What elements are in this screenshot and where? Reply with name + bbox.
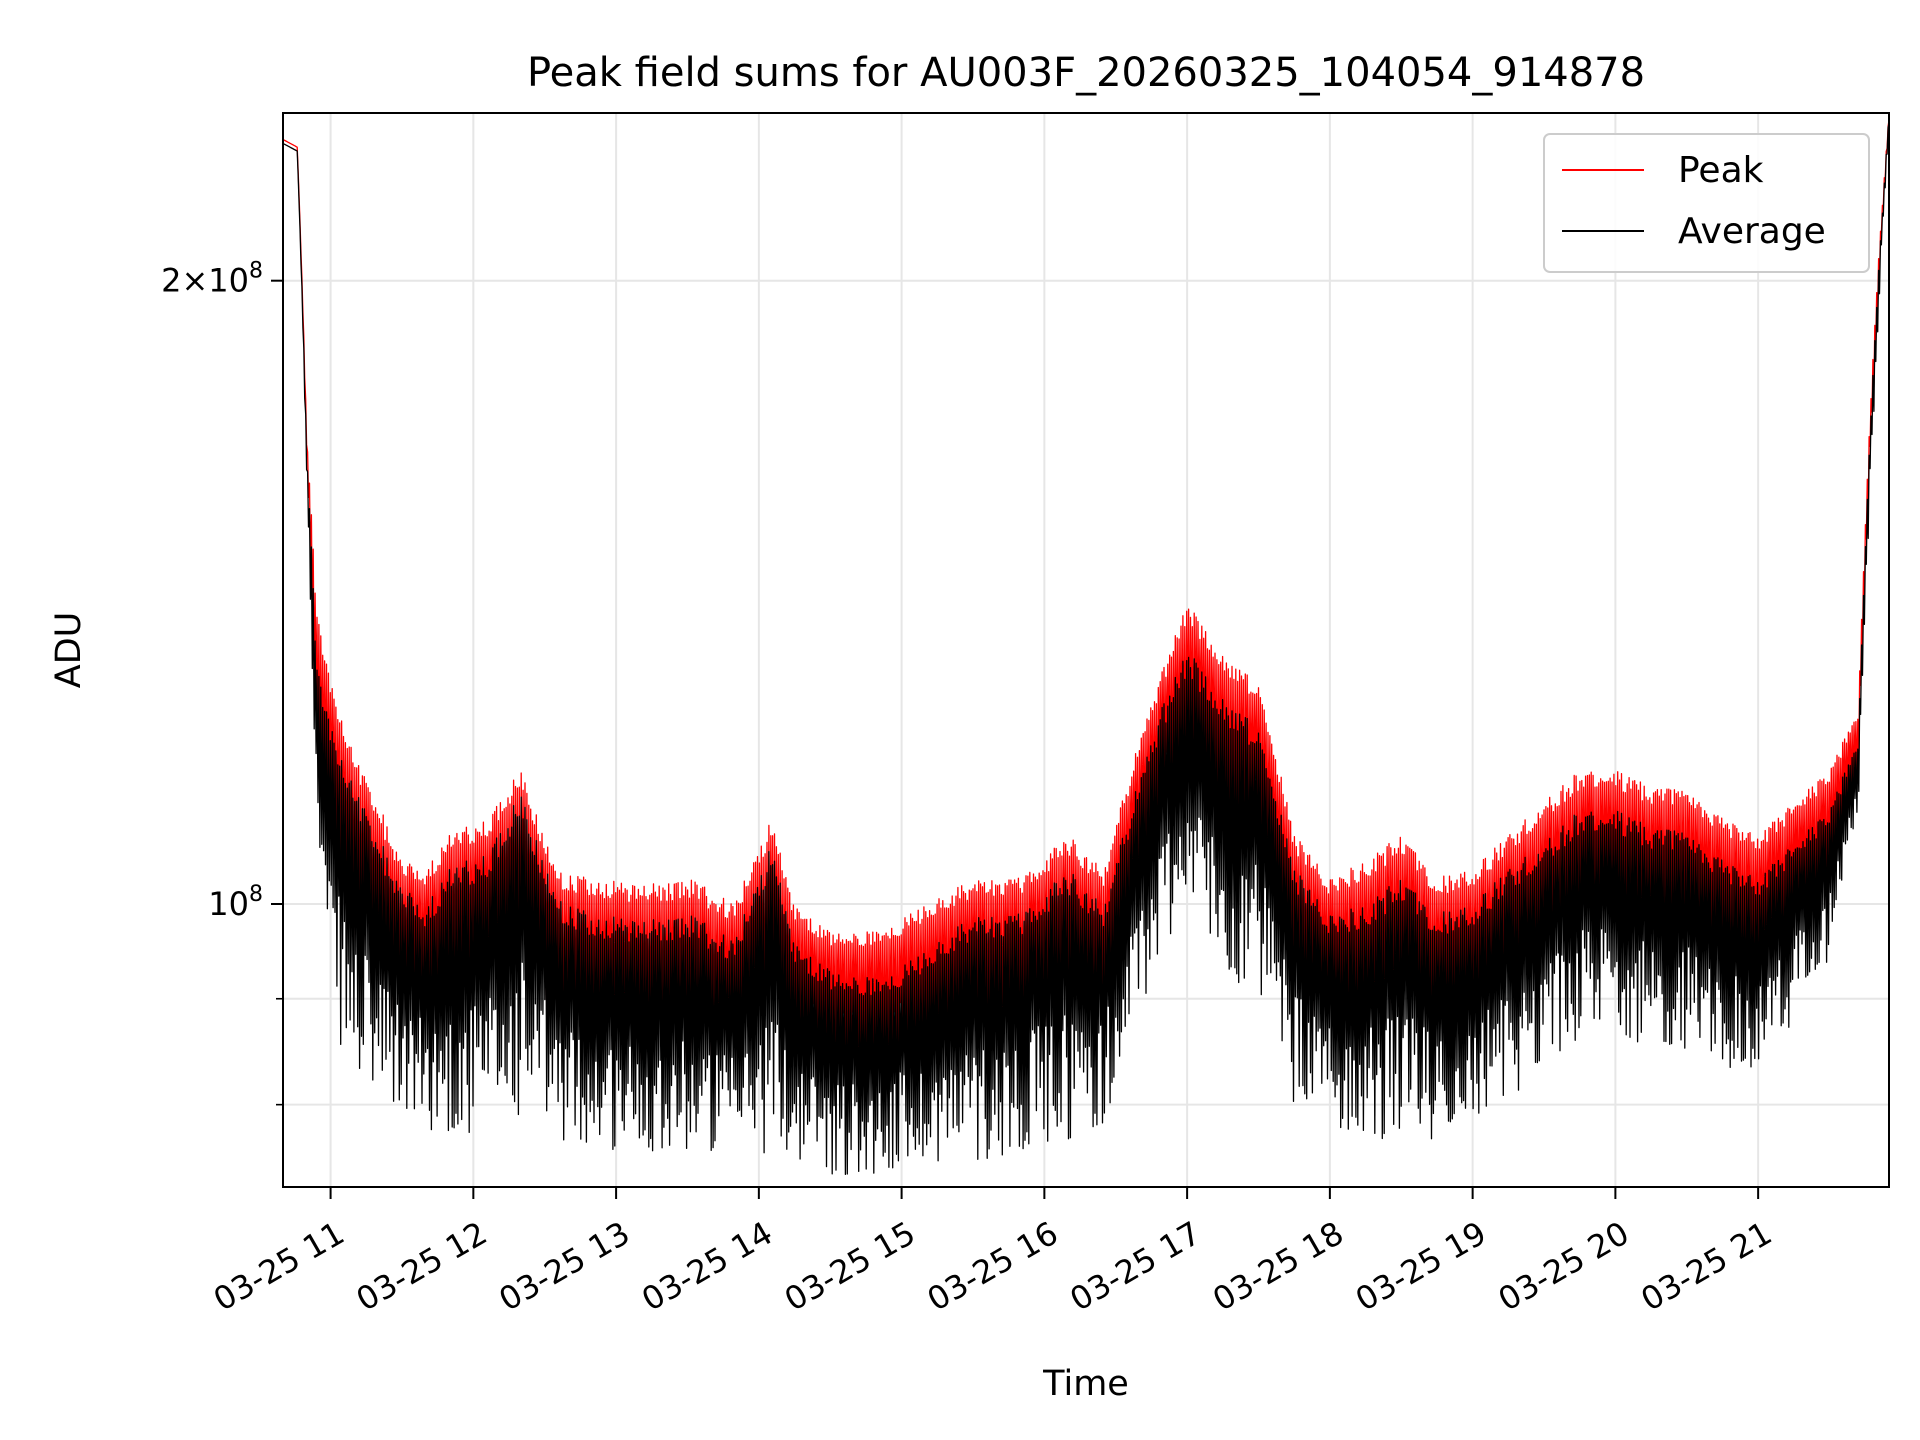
x-axis-label: Time bbox=[1042, 1364, 1129, 1404]
legend-label-peak: Peak bbox=[1678, 150, 1764, 191]
legend-box bbox=[1543, 133, 1870, 273]
series-line-average bbox=[282, 123, 1890, 1176]
chart-title: Peak field sums for AU003F_20260325_1040… bbox=[527, 50, 1645, 96]
y-axis-label: ADU bbox=[49, 612, 89, 689]
series-layer bbox=[282, 120, 1890, 1176]
legend: Peak Average bbox=[1543, 133, 1870, 273]
legend-label-average: Average bbox=[1678, 211, 1826, 252]
y-tick-label: 2×108 bbox=[161, 259, 263, 300]
plot-frame bbox=[282, 112, 1890, 1188]
